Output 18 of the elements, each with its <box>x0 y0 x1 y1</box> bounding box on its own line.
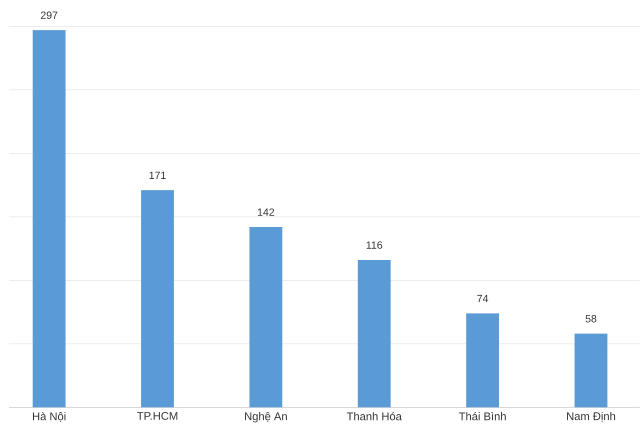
bar <box>141 190 174 408</box>
bar <box>574 334 608 408</box>
x-tick-label: Hà Nội <box>32 412 66 422</box>
data-label: 116 <box>366 241 382 249</box>
bar <box>466 313 500 408</box>
data-label: 297 <box>40 12 58 20</box>
x-tick-label: TP.HCM <box>137 412 178 420</box>
x-tick-label: Nam Định <box>567 412 616 422</box>
x-tick-label: Thái Bình <box>458 412 506 420</box>
data-label: 142 <box>258 208 274 216</box>
x-tick-label: Nghệ An <box>245 412 287 423</box>
data-label: 171 <box>150 172 166 180</box>
data-label: 74 <box>477 295 488 302</box>
x-tick-label: Thanh Hóa <box>346 412 402 420</box>
bar <box>32 30 66 408</box>
bar <box>249 227 282 408</box>
data-label: 58 <box>586 315 596 323</box>
bar <box>358 260 391 408</box>
